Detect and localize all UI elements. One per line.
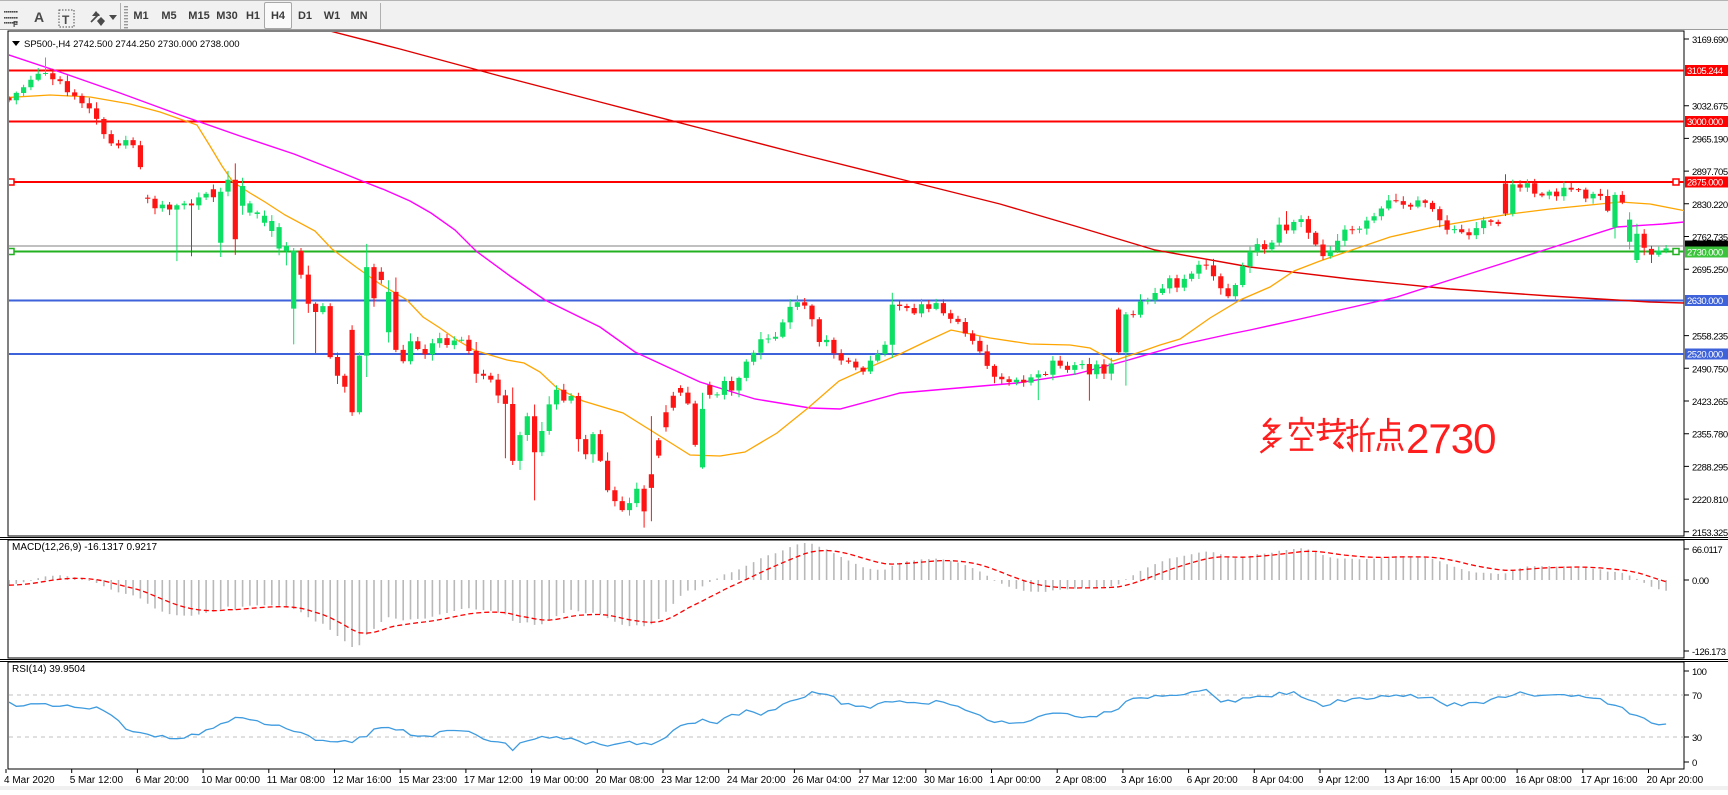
svg-text:3105.244: 3105.244: [1687, 66, 1723, 77]
svg-text:3169.690: 3169.690: [1692, 35, 1728, 46]
svg-text:6 Mar 20:00: 6 Mar 20:00: [135, 775, 189, 786]
svg-text:2762.735: 2762.735: [1692, 233, 1728, 244]
svg-text:F: F: [13, 20, 18, 29]
svg-text:3032.675: 3032.675: [1692, 102, 1728, 113]
svg-text:2875.000: 2875.000: [1687, 178, 1723, 189]
svg-text:A: A: [34, 9, 44, 25]
svg-text:2830.220: 2830.220: [1692, 200, 1728, 211]
svg-text:2630.000: 2630.000: [1687, 296, 1723, 307]
svg-text:T: T: [62, 13, 70, 27]
svg-text:2355.780: 2355.780: [1692, 430, 1728, 441]
svg-text:20 Apr 20:00: 20 Apr 20:00: [1647, 775, 1704, 786]
svg-text:5 Mar 12:00: 5 Mar 12:00: [70, 775, 124, 786]
svg-text:SP500-,H4 2742.500 2744.250 2: SP500-,H4 2742.500 2744.250 2730.000 273…: [24, 39, 240, 50]
svg-text:26 Mar 04:00: 26 Mar 04:00: [792, 775, 851, 786]
svg-text:4 Mar 2020: 4 Mar 2020: [4, 775, 55, 786]
svg-text:23 Mar 12:00: 23 Mar 12:00: [661, 775, 720, 786]
svg-text:3000.000: 3000.000: [1687, 117, 1723, 128]
svg-text:8 Apr 04:00: 8 Apr 04:00: [1252, 775, 1304, 786]
svg-text:MACD(12,26,9) -16.1317 0.9217: MACD(12,26,9) -16.1317 0.9217: [12, 542, 158, 553]
svg-text:15 Apr 00:00: 15 Apr 00:00: [1449, 775, 1506, 786]
svg-text:1 Apr 00:00: 1 Apr 00:00: [990, 775, 1042, 786]
svg-text:2220.810: 2220.810: [1692, 495, 1728, 506]
svg-text:2423.265: 2423.265: [1692, 397, 1728, 408]
svg-text:0: 0: [1692, 758, 1697, 769]
svg-text:2965.190: 2965.190: [1692, 134, 1728, 145]
svg-text:2288.295: 2288.295: [1692, 462, 1728, 473]
svg-text:19 Mar 00:00: 19 Mar 00:00: [530, 775, 589, 786]
svg-text:24 Mar 20:00: 24 Mar 20:00: [727, 775, 786, 786]
svg-text:27 Mar 12:00: 27 Mar 12:00: [858, 775, 917, 786]
svg-text:0.00: 0.00: [1692, 576, 1709, 587]
svg-text:3 Apr 16:00: 3 Apr 16:00: [1121, 775, 1173, 786]
svg-text:9 Apr 12:00: 9 Apr 12:00: [1318, 775, 1370, 786]
svg-text:2897.705: 2897.705: [1692, 167, 1728, 178]
svg-text:6 Apr 20:00: 6 Apr 20:00: [1187, 775, 1239, 786]
svg-text:13 Apr 16:00: 13 Apr 16:00: [1384, 775, 1441, 786]
svg-text:2558.235: 2558.235: [1692, 332, 1728, 343]
svg-text:66.0117: 66.0117: [1692, 545, 1722, 556]
svg-text:11 Mar 08:00: 11 Mar 08:00: [267, 775, 326, 786]
svg-text:RSI(14) 39.9504: RSI(14) 39.9504: [12, 664, 86, 675]
svg-text:2520.000: 2520.000: [1687, 350, 1723, 361]
svg-text:70: 70: [1692, 691, 1702, 702]
svg-text:30 Mar 16:00: 30 Mar 16:00: [924, 775, 983, 786]
svg-text:15 Mar 23:00: 15 Mar 23:00: [398, 775, 457, 786]
svg-text:2490.750: 2490.750: [1692, 364, 1728, 375]
svg-text:12 Mar 16:00: 12 Mar 16:00: [333, 775, 392, 786]
svg-text:2695.250: 2695.250: [1692, 265, 1728, 276]
svg-text:-126.173: -126.173: [1692, 647, 1726, 658]
svg-text:30: 30: [1692, 733, 1702, 744]
svg-text:16 Apr 08:00: 16 Apr 08:00: [1515, 775, 1572, 786]
svg-text:17 Apr 16:00: 17 Apr 16:00: [1581, 775, 1638, 786]
svg-text:17 Mar 12:00: 17 Mar 12:00: [464, 775, 523, 786]
svg-text:2730.000: 2730.000: [1687, 248, 1723, 259]
svg-text:2153.325: 2153.325: [1692, 528, 1728, 539]
svg-text:2730: 2730: [1406, 415, 1495, 462]
svg-text:100: 100: [1692, 667, 1707, 678]
svg-text:2 Apr 08:00: 2 Apr 08:00: [1055, 775, 1107, 786]
svg-text:10 Mar 00:00: 10 Mar 00:00: [201, 775, 260, 786]
svg-text:20 Mar 08:00: 20 Mar 08:00: [595, 775, 654, 786]
